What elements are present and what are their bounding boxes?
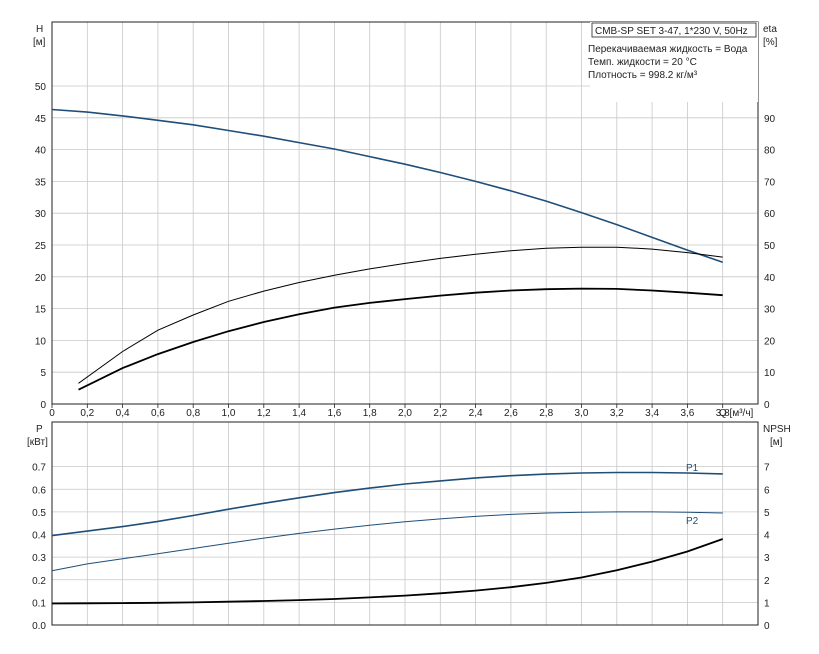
pump-title: CMB-SP SET 3-47, 1*230 V, 50Hz — [595, 26, 748, 37]
y-left-tick-label-bottom: 0.2 — [32, 576, 46, 587]
y-right-label-bottom: NPSH — [763, 424, 791, 435]
y-right-unit-bottom: [м] — [770, 437, 783, 448]
y-right-tick-label-bottom: 4 — [764, 531, 770, 542]
x-tick-label: 0,4 — [116, 408, 130, 419]
y-right-unit-top: [%] — [763, 37, 778, 48]
y-left-tick-label-top: 10 — [35, 336, 47, 347]
x-tick-label: 0,2 — [80, 408, 94, 419]
y-right-tick-label-top: 0 — [764, 400, 770, 411]
y-right-tick-label-top: 30 — [764, 305, 776, 316]
y-left-unit-bottom: [кВт] — [27, 437, 48, 448]
tick-labels: 0 0,2 0,4 0,6 0,8 1,0 1,2 1,4 1,6 1,8 2,0 2,2 2,4 2,6… — [32, 82, 775, 632]
info-density: Плотность = 998.2 кг/м³ — [588, 70, 698, 81]
x-tick-label: 3,6 — [680, 408, 694, 419]
x-tick-label: 3,2 — [610, 408, 624, 419]
y-right-tick-label-top: 90 — [764, 114, 776, 125]
p1-curve-label: P1 — [686, 463, 699, 474]
y-left-tick-label-bottom: 0.7 — [32, 463, 46, 474]
y-right-label-top: eta — [763, 24, 777, 35]
curves — [51, 108, 724, 605]
y-right-tick-label-top: 70 — [764, 177, 776, 188]
y-left-tick-label-top: 5 — [40, 368, 46, 379]
y-left-tick-label-top: 30 — [35, 209, 47, 220]
bottom-plot-frame — [51, 421, 759, 626]
y-left-tick-label-top: 15 — [35, 305, 47, 316]
x-tick-label: 2,2 — [433, 408, 447, 419]
x-tick-label: 2,4 — [469, 408, 483, 419]
x-tick-label: 1,8 — [363, 408, 377, 419]
y-left-tick-label-bottom: 0.3 — [32, 553, 46, 564]
x-tick-label: 3,4 — [645, 408, 659, 419]
y-left-tick-label-top: 0 — [40, 400, 46, 411]
y-right-tick-label-top: 60 — [764, 209, 776, 220]
p1-curve — [51, 471, 723, 537]
y-left-tick-label-top: 25 — [35, 241, 47, 252]
x-tick-label: 0,6 — [151, 408, 165, 419]
grid-bottom — [52, 422, 758, 625]
x-tick-label: 0 — [49, 408, 55, 419]
y-left-tick-label-bottom: 0.5 — [32, 508, 46, 519]
y-left-tick-label-top: 50 — [35, 82, 47, 93]
y-right-tick-label-top: 50 — [764, 241, 776, 252]
head-curve — [51, 108, 723, 263]
y-left-label-bottom: P — [36, 424, 43, 435]
y-right-tick-label-bottom: 3 — [764, 553, 770, 564]
x-tick-label: 1,0 — [222, 408, 236, 419]
y-left-tick-label-bottom: 0.0 — [32, 621, 46, 632]
y-right-tick-label-top: 40 — [764, 273, 776, 284]
y-right-tick-label-bottom: 7 — [764, 463, 770, 474]
y-left-tick-label-bottom: 0.6 — [32, 485, 46, 496]
x-tick-label: 1,6 — [327, 408, 341, 419]
y-right-tick-label-bottom: 5 — [764, 508, 770, 519]
efficiency-curve-b — [78, 287, 723, 391]
y-left-tick-label-top: 20 — [35, 273, 47, 284]
y-right-tick-label-bottom: 1 — [764, 598, 770, 609]
x-tick-label: 3,0 — [575, 408, 589, 419]
x-tick-label: 0,8 — [186, 408, 200, 419]
y-right-tick-label-top: 80 — [764, 146, 776, 157]
y-left-tick-label-bottom: 0.4 — [32, 531, 46, 542]
npsh-curve — [51, 538, 724, 605]
x-tick-label: 2,0 — [398, 408, 412, 419]
x-tick-label: 1,4 — [292, 408, 306, 419]
x-tick-label: 2,8 — [539, 408, 553, 419]
p2-curve — [51, 511, 723, 572]
efficiency-curve-a — [78, 246, 723, 384]
y-right-tick-label-bottom: 2 — [764, 576, 770, 587]
x-tick-label: 2,6 — [504, 408, 518, 419]
info-liquid: Перекачиваемая жидкость = Вода — [588, 44, 748, 55]
y-left-tick-label-top: 45 — [35, 114, 47, 125]
y-left-label-top: H — [36, 24, 43, 35]
x-tick-label: 1,2 — [257, 408, 271, 419]
pump-title-box — [591, 22, 757, 38]
x-axis-label: Q [м³/ч] — [719, 408, 754, 419]
y-right-tick-label-bottom: 0 — [764, 621, 770, 632]
y-left-tick-label-top: 35 — [35, 177, 47, 188]
y-right-tick-label-bottom: 6 — [764, 485, 770, 496]
info-temperature: Темп. жидкости = 20 °C — [588, 57, 697, 68]
x-tick-label: 3,8 — [716, 408, 730, 419]
p2-curve-label: P2 — [686, 516, 699, 527]
y-left-unit-top: [м] — [33, 37, 46, 48]
y-left-tick-label-top: 40 — [35, 146, 47, 157]
y-right-tick-label-top: 10 — [764, 368, 776, 379]
y-right-tick-label-top: 20 — [764, 336, 776, 347]
y-left-tick-label-bottom: 0.1 — [32, 598, 46, 609]
